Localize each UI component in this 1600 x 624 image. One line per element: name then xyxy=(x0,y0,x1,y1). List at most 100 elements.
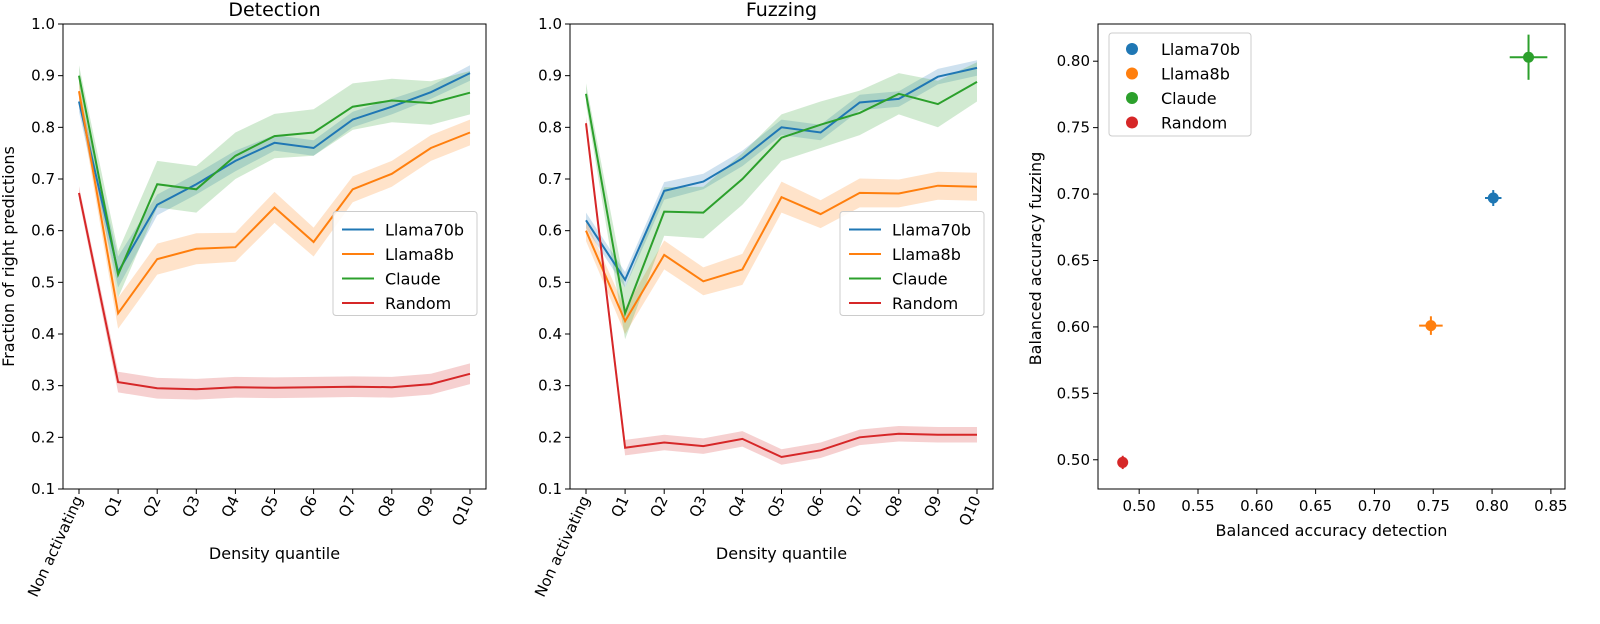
x-tick-label: Q7 xyxy=(842,493,867,520)
y-tick-label: 0.8 xyxy=(31,118,55,136)
x-tick-label: Q3 xyxy=(686,493,711,520)
x-tick-label: Q3 xyxy=(179,493,204,520)
legend-label-llama70b: Llama70b xyxy=(892,221,971,240)
legend: Llama70b Llama8b Claude Random xyxy=(332,211,478,316)
legend-label-llama70b: Llama70b xyxy=(1161,40,1240,59)
x-tick-label: Q4 xyxy=(218,493,243,520)
x-tick-label: Q2 xyxy=(646,493,671,520)
x-tick-label: 0.80 xyxy=(1475,497,1508,515)
y-tick-label: 0.2 xyxy=(538,428,562,446)
series-line-llama70b xyxy=(585,66,978,282)
y-tick-label: 0.6 xyxy=(31,222,55,240)
y-tick-label: 0.60 xyxy=(1057,318,1090,336)
x-tick-label: Q1 xyxy=(607,493,632,520)
detection-panel: Detection 0.1 0.2 0.3 0.4 0.5 0.6 0.7 0.8 0.9 1.0 N… xyxy=(0,0,487,600)
x-tick-label: Q10 xyxy=(955,493,984,529)
x-tick-label: Q6 xyxy=(296,493,321,520)
data-point-llama8b xyxy=(1425,320,1437,332)
legend-label-llama70b: Llama70b xyxy=(385,221,464,240)
y-tick-label: 0.7 xyxy=(538,170,562,188)
legend: Llama70b Llama8b Claude Random xyxy=(839,211,985,316)
legend-label-random: Random xyxy=(892,294,958,313)
x-tick-label: Non activating xyxy=(24,493,87,600)
plot-frame xyxy=(1097,23,1566,490)
y-tick-label: 0.8 xyxy=(538,118,562,136)
y-axis-label: Fraction of right predictions xyxy=(0,146,18,367)
x-tick-label: 0.55 xyxy=(1181,497,1214,515)
data-point-claude xyxy=(1523,51,1535,63)
y-tick-label: 0.7 xyxy=(31,170,55,188)
y-tick-label: 1.0 xyxy=(538,15,562,33)
confidence-band-llama8b xyxy=(79,80,470,329)
y-tick-label: 0.1 xyxy=(31,480,55,498)
y-tick-label: 0.55 xyxy=(1057,384,1090,402)
y-tick-label: 0.1 xyxy=(538,480,562,498)
data-point-random xyxy=(1117,456,1129,468)
x-tick-label: Q6 xyxy=(803,493,828,520)
x-tick-label: 0.65 xyxy=(1299,497,1332,515)
series-line-random xyxy=(78,192,471,391)
y-tick-label: 0.5 xyxy=(538,273,562,291)
legend-marker-llama70b xyxy=(1126,43,1138,55)
confidence-band-llama8b xyxy=(586,171,977,334)
y-tick-label: 0.6 xyxy=(538,222,562,240)
x-tick-label: Q8 xyxy=(374,493,399,520)
x-tick-label: Q9 xyxy=(413,493,438,520)
y-tick-label: 0.65 xyxy=(1057,251,1090,269)
y-tick-label: 0.70 xyxy=(1057,185,1090,203)
y-tick-label: 0.4 xyxy=(538,325,562,343)
balanced-accuracy-scatter-panel: 0.50 0.55 0.60 0.65 0.70 0.75 0.80 0.50 0.55 0.60… xyxy=(1026,23,1568,540)
x-axis-label: Density quantile xyxy=(716,544,847,563)
y-tick-label: 0.80 xyxy=(1057,52,1090,70)
x-tick-label: Q2 xyxy=(139,493,164,520)
legend-box xyxy=(332,211,478,316)
chart-title: Detection xyxy=(228,0,320,21)
legend-label-random: Random xyxy=(385,294,451,313)
y-tick-label: 0.3 xyxy=(31,377,55,395)
legend-label-random: Random xyxy=(1161,114,1227,133)
legend-box xyxy=(1108,32,1252,137)
x-tick-label: Q5 xyxy=(257,493,282,520)
series-line-claude xyxy=(78,75,471,278)
x-tick-label: Non activating xyxy=(531,493,594,600)
series-line-random xyxy=(585,123,977,459)
legend-marker-llama8b xyxy=(1126,67,1138,80)
x-tick-label: Q1 xyxy=(100,493,125,520)
x-tick-label: 0.50 xyxy=(1122,497,1155,515)
plot-frame xyxy=(62,23,487,490)
y-tick-label: 0.9 xyxy=(31,67,55,85)
x-tick-label: 0.60 xyxy=(1240,497,1273,515)
legend-box xyxy=(839,211,985,316)
legend-label-claude: Claude xyxy=(892,270,948,289)
series-line-llama8b xyxy=(78,91,471,316)
x-tick-label: 0.85 xyxy=(1534,497,1567,515)
y-tick-label: 0.4 xyxy=(31,325,55,343)
legend-marker-random xyxy=(1126,116,1138,129)
x-tick-label: Q9 xyxy=(920,493,945,520)
legend-label-claude: Claude xyxy=(1161,89,1217,108)
y-tick-label: 0.2 xyxy=(31,428,55,446)
legend-marker-claude xyxy=(1126,92,1138,104)
y-tick-label: 0.75 xyxy=(1057,119,1090,137)
x-tick-label: Q4 xyxy=(725,493,750,520)
x-tick-label: Q5 xyxy=(764,493,789,520)
confidence-band-llama70b xyxy=(79,65,470,288)
x-axis-label: Balanced accuracy detection xyxy=(1216,521,1448,540)
legend-label-claude: Claude xyxy=(385,270,441,289)
confidence-band-claude xyxy=(79,65,470,298)
legend-label-llama8b: Llama8b xyxy=(892,245,961,264)
y-tick-label: 0.5 xyxy=(31,273,55,291)
y-axis-label: Balanced accuracy fuzzing xyxy=(1026,152,1045,366)
chart-title: Fuzzing xyxy=(746,0,817,21)
x-tick-label: Q8 xyxy=(881,493,906,520)
legend: Llama70b Llama8b Claude Random xyxy=(1108,32,1252,137)
y-tick-label: 0.50 xyxy=(1057,451,1090,469)
data-point-llama70b xyxy=(1487,192,1499,204)
x-tick-label: 0.70 xyxy=(1358,497,1391,515)
legend-label-llama8b: Llama8b xyxy=(1161,65,1230,84)
x-tick-label: Q7 xyxy=(335,493,360,520)
y-tick-label: 0.3 xyxy=(538,377,562,395)
y-tick-label: 0.9 xyxy=(538,67,562,85)
fuzzing-panel: Fuzzing 0.1 0.2 0.3 0.4 0.5 0.6 0.7 0.8 0.9 1.0 Non… xyxy=(531,0,994,600)
